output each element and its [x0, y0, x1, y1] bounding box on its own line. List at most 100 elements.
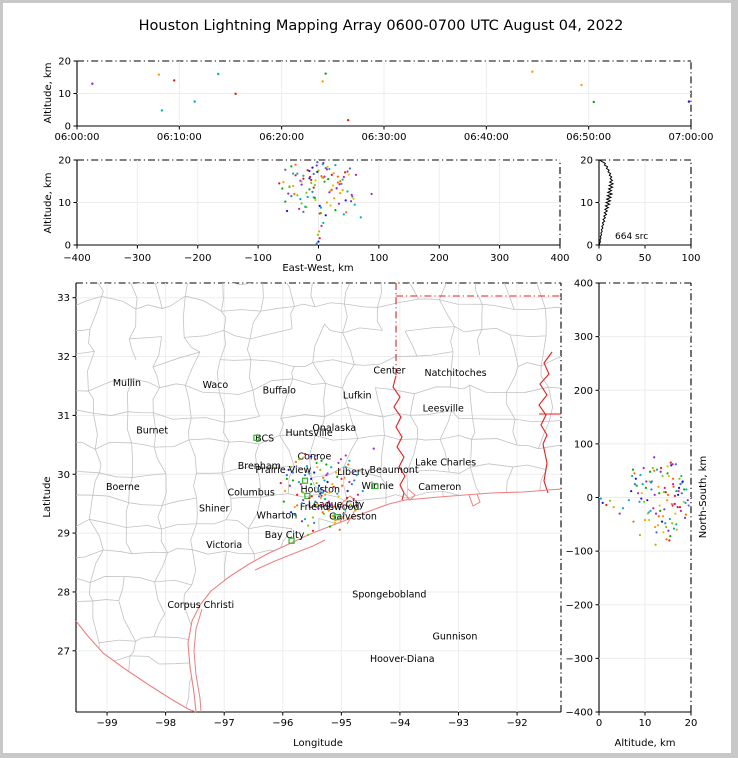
- y-tick-label: 0: [65, 241, 71, 252]
- x-tick-label: 400: [550, 253, 569, 264]
- y-tick-label: 27: [57, 646, 70, 657]
- county-line: [118, 600, 136, 642]
- county-line: [549, 412, 561, 422]
- source-point: [327, 509, 330, 512]
- county-line: [223, 422, 230, 443]
- county-line: [565, 503, 567, 530]
- source-point: [674, 463, 677, 466]
- source-point: [667, 474, 671, 478]
- source-point: [286, 209, 289, 213]
- county-line: [124, 575, 155, 583]
- county-line: [543, 602, 561, 613]
- county-line: [152, 412, 157, 448]
- county-line: [188, 438, 230, 443]
- source-point: [338, 528, 341, 531]
- source-point: [354, 509, 357, 512]
- county-line: [545, 306, 561, 312]
- county-line: [376, 307, 383, 331]
- county-line: [376, 608, 379, 642]
- city-label: Mullin: [113, 378, 141, 389]
- county-line: [539, 493, 561, 504]
- city-label: Lake Charles: [415, 457, 476, 468]
- county-line: [283, 276, 313, 280]
- source-point: [634, 477, 637, 480]
- county-line: [196, 519, 227, 525]
- source-point: [334, 471, 338, 474]
- county-line: [224, 585, 256, 591]
- source-point: [279, 481, 282, 485]
- county-line: [278, 573, 296, 607]
- county-line: [415, 665, 447, 672]
- county-line: [76, 408, 94, 414]
- county-line: [567, 463, 579, 503]
- x-tick-label: 300: [490, 253, 509, 264]
- source-point: [676, 506, 679, 509]
- source-point: [669, 461, 672, 464]
- map-xlabel: Longitude: [293, 738, 343, 749]
- y-tick-label: 0: [587, 493, 593, 504]
- source-point: [337, 202, 341, 205]
- county-line: [405, 326, 455, 332]
- county-line: [505, 466, 514, 503]
- county-line: [162, 497, 197, 506]
- county-line: [508, 681, 549, 687]
- source-point: [340, 182, 343, 185]
- city-label: Beaumont: [370, 465, 419, 476]
- county-line: [161, 473, 167, 506]
- county-line: [357, 434, 385, 439]
- county-line: [155, 283, 163, 309]
- county-line: [377, 283, 382, 308]
- source-point: [683, 516, 687, 519]
- county-line: [501, 554, 512, 577]
- county-line: [76, 574, 91, 584]
- source-point: [346, 118, 350, 122]
- county-line: [215, 638, 228, 672]
- county-line: [260, 283, 264, 312]
- county-line: [188, 439, 197, 474]
- source-point: [323, 180, 326, 183]
- y-tick-label: 33: [57, 293, 70, 304]
- county-line: [380, 355, 417, 365]
- county-line: [377, 298, 419, 308]
- source-point: [307, 524, 310, 527]
- county-line: [385, 497, 387, 523]
- county-line: [184, 283, 189, 297]
- county-line: [152, 387, 160, 413]
- source-point: [663, 508, 666, 511]
- county-line: [469, 467, 486, 504]
- x-tick-label: 200: [430, 253, 449, 264]
- county-line: [545, 584, 561, 589]
- county-line: [477, 329, 483, 356]
- source-point: [308, 496, 311, 500]
- county-line: [471, 545, 485, 577]
- county-line: [56, 670, 65, 693]
- source-point: [328, 491, 331, 494]
- city-label: Huntsville: [286, 428, 333, 439]
- source-point: [296, 493, 299, 496]
- city-label: Corpus Christi: [167, 600, 234, 611]
- source-point: [627, 499, 631, 502]
- county-line: [128, 309, 137, 339]
- source-point: [334, 209, 337, 212]
- source-point: [675, 523, 678, 526]
- county-line: [185, 295, 222, 312]
- y-tick-label: 20: [58, 57, 71, 68]
- county-line: [291, 366, 295, 379]
- county-line: [287, 465, 295, 494]
- county-line: [192, 549, 227, 555]
- county-line: [481, 327, 511, 336]
- source-point: [306, 195, 309, 199]
- source-point: [217, 72, 220, 76]
- source-point: [640, 492, 643, 495]
- source-point: [658, 492, 661, 495]
- county-line: [76, 328, 91, 332]
- source-point: [336, 492, 339, 495]
- county-line: [540, 365, 549, 388]
- county-line: [325, 382, 343, 389]
- source-point: [310, 178, 313, 182]
- county-line: [193, 473, 198, 499]
- source-point: [671, 477, 675, 480]
- time-tick-label: 06:20:00: [259, 132, 304, 143]
- county-line: [129, 686, 154, 694]
- county-line: [441, 575, 473, 585]
